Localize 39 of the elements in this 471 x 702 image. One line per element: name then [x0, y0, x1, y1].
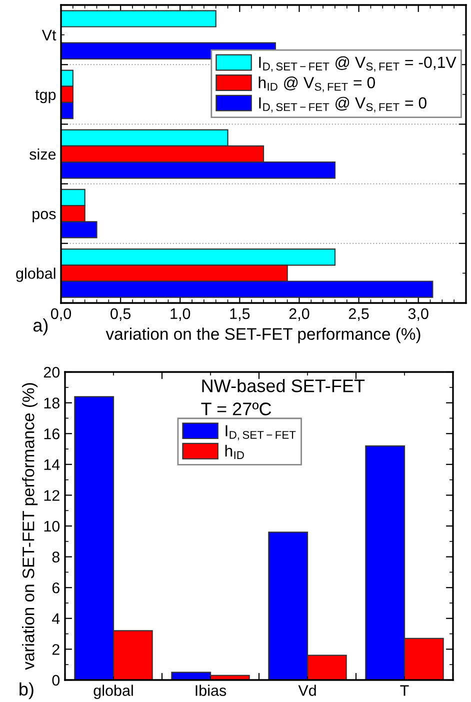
y-tick-label: 6 — [52, 582, 60, 594]
legend-label: I$_{D,SET−FET}$ — [226, 425, 296, 440]
legend-label: h$_{ID}$ @ V$_{S,FET}$ = 0 — [258, 76, 375, 92]
x-tick-label: 0,5 — [110, 308, 131, 321]
y-tick-label: 14 — [44, 459, 60, 470]
y-tick-label: Vt — [42, 30, 56, 40]
x-tick-label: 2,0 — [289, 308, 310, 321]
y-tick-label: 16 — [44, 428, 60, 440]
x-tick-label: 3,0 — [408, 308, 428, 321]
bar — [61, 10, 216, 28]
y-tick-label: 20 — [44, 366, 60, 378]
y-tick-label: 2 — [52, 644, 60, 655]
x-tick-label: Ibias — [196, 684, 226, 696]
y-tick-label: 8 — [52, 552, 60, 562]
y-tick-label: size — [30, 148, 56, 160]
y-tick-label: tgp — [35, 90, 56, 104]
y-tick-label: 12 — [44, 490, 60, 501]
x-axis-title: variation on the SET-FET performance (%) — [106, 328, 420, 344]
y-tick-label: 18 — [44, 398, 60, 408]
x-tick-label: global — [94, 684, 133, 699]
annotation: NW-based SET-FET — [202, 378, 365, 392]
x-tick-label: 0,0 — [50, 308, 72, 321]
legend-label: I$_{D,SET−FET}$ @ V$_{S,FET}$ = -0,1V — [259, 56, 456, 72]
x-tick-label: 2,5 — [348, 308, 369, 321]
annotation: T = 27ºC — [201, 402, 272, 416]
y-tick-label: 0 — [52, 674, 60, 686]
x-tick-label: Vd — [298, 684, 316, 696]
text: b) — [20, 682, 34, 700]
legend-label: h$_{ID}$ — [225, 444, 244, 459]
y-tick-label: 10 — [44, 520, 60, 532]
x-tick-label: 1,0 — [170, 308, 190, 321]
y-tick-label: global — [16, 268, 56, 282]
y-tick-label: pos — [32, 210, 56, 222]
legend-label: I$_{D,SET−FET}$ @ V$_{S,FET}$ = 0 — [259, 96, 426, 112]
x-tick-label: T — [400, 685, 409, 696]
y-axis-title: variation on SET-FET performance (%) — [22, 383, 38, 670]
y-tick-label: 4 — [52, 613, 60, 624]
text: a) — [33, 318, 48, 336]
x-tick-label: 1,5 — [230, 308, 250, 321]
